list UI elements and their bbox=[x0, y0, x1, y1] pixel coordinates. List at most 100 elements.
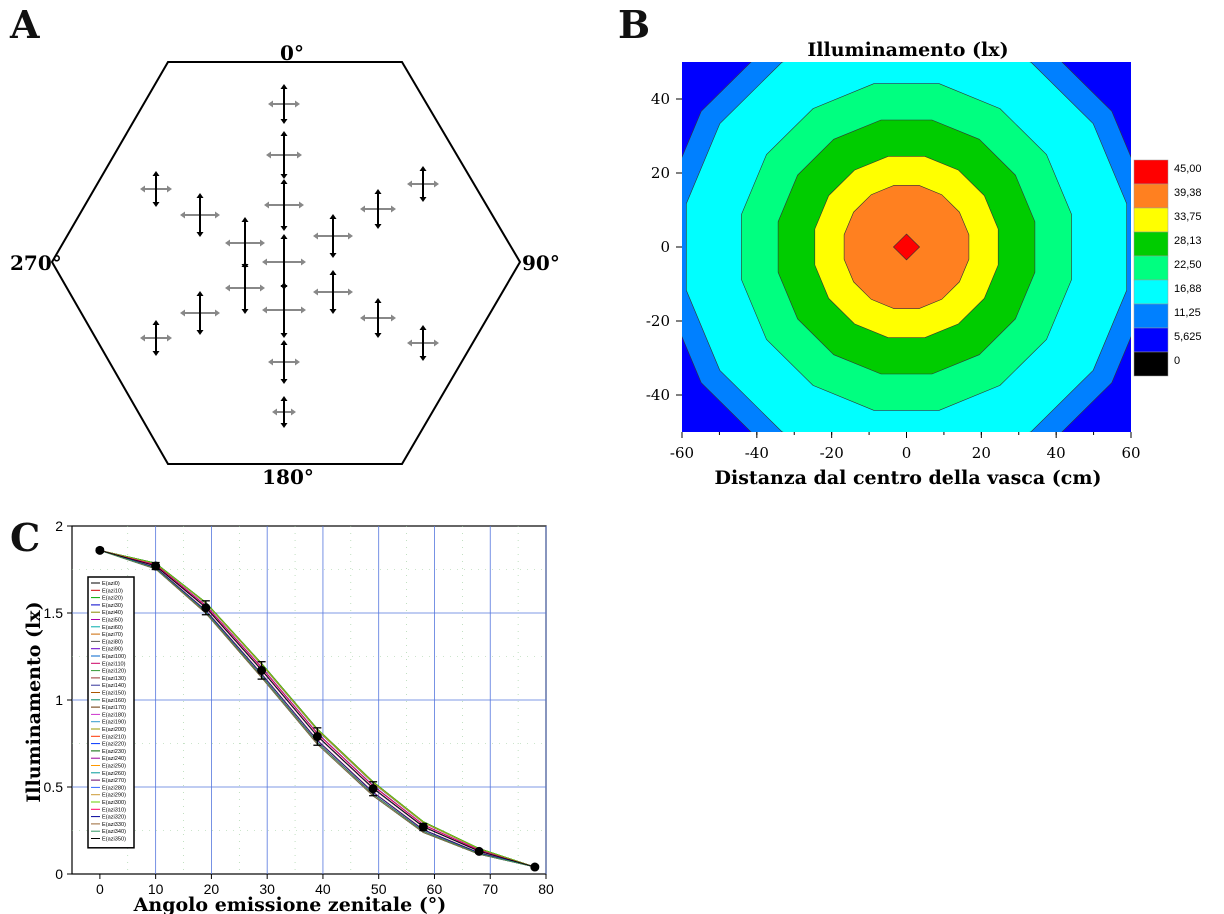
chart-b-ytick-label: 20 bbox=[651, 164, 670, 182]
legend-label: 45,00 bbox=[1174, 163, 1202, 175]
chart-c-legend-entry: E(azi170) bbox=[102, 705, 126, 711]
chart-c-xtick-label: 80 bbox=[538, 881, 554, 897]
direction-label-bottom: 180° bbox=[262, 465, 314, 489]
chart-c-xtick-label: 20 bbox=[204, 881, 220, 897]
chart-c-legend-entry: E(azi230) bbox=[102, 749, 126, 755]
double-arrow-marker bbox=[144, 175, 168, 203]
double-arrow-marker bbox=[364, 193, 392, 225]
chart-b-axes: -60 -40 -20 0 20 40 60 40 20 0 -20 -40 bbox=[646, 90, 1141, 462]
chart-c-legend-entry: E(azi90) bbox=[102, 647, 123, 653]
chart-c-legend-entry: E(azi210) bbox=[102, 734, 126, 740]
chart-c-legend-entry: E(azi140) bbox=[102, 683, 126, 689]
double-arrow-marker bbox=[229, 221, 261, 265]
chart-c-legend-entry: E(azi20) bbox=[102, 596, 123, 602]
double-arrow-marker bbox=[272, 344, 296, 380]
panel-a-diagram: 0° 90° 180° 270° bbox=[10, 41, 560, 489]
chart-b-ytick-label: -40 bbox=[646, 386, 670, 404]
chart-c-legend-entry: E(azi310) bbox=[102, 807, 126, 813]
chart-c-legend-entry: E(azi190) bbox=[102, 720, 126, 726]
chart-c-legend-entry: E(azi0) bbox=[102, 581, 120, 587]
legend-swatch bbox=[1133, 303, 1169, 329]
mean-point bbox=[257, 661, 267, 680]
chart-c-legend-entry: E(azi70) bbox=[102, 632, 123, 638]
chart-c-ytick-label: 1 bbox=[55, 692, 63, 708]
direction-label-left: 270° bbox=[10, 251, 62, 275]
mean-point bbox=[151, 561, 161, 571]
chart-c-legend-entry: E(azi260) bbox=[102, 771, 126, 777]
chart-b-ytick-label: 0 bbox=[660, 238, 670, 256]
chart-c-legend-entry: E(azi50) bbox=[102, 618, 123, 624]
chart-c-xtick-label: 10 bbox=[148, 881, 164, 897]
chart-c-legend-entry: E(azi80) bbox=[102, 639, 123, 645]
chart-c-xtick-label: 60 bbox=[427, 881, 443, 897]
legend-label: 11,25 bbox=[1174, 307, 1201, 319]
chart-c-xtick-label: 0 bbox=[96, 881, 104, 897]
chart-c-legend-entry: E(azi340) bbox=[102, 829, 126, 835]
legend-label: 28,13 bbox=[1174, 235, 1202, 247]
chart-c-legend-entry: E(azi280) bbox=[102, 785, 126, 791]
direction-label-top: 0° bbox=[280, 41, 304, 65]
chart-c-legend-entry: E(azi60) bbox=[102, 625, 123, 631]
double-arrow-marker bbox=[268, 183, 300, 227]
chart-c-legend-entry: E(azi40) bbox=[102, 610, 123, 616]
chart-c-legend-entry: E(azi120) bbox=[102, 669, 126, 675]
chart-c-ytick-label: 1.5 bbox=[44, 605, 64, 621]
chart-b-xtick-label: 40 bbox=[1047, 444, 1066, 462]
legend-swatch bbox=[1133, 183, 1169, 209]
chart-c-xtick-label: 30 bbox=[259, 881, 275, 897]
chart-c-legend-entry: E(azi10) bbox=[102, 588, 123, 594]
double-arrow-marker bbox=[411, 170, 435, 198]
chart-c-ytick-label: 0 bbox=[55, 866, 63, 882]
panel-c-line-chart: Illuminamento (lx) Angolo emissione zeni… bbox=[23, 518, 554, 914]
double-arrow-marker bbox=[184, 295, 216, 331]
chart-c-xlabel: Angolo emissione zenitale (°) bbox=[133, 894, 447, 914]
legend-swatch bbox=[1133, 207, 1169, 233]
legend-swatch bbox=[1133, 279, 1169, 305]
legend-swatch bbox=[1133, 327, 1169, 353]
double-arrow-marker bbox=[266, 286, 302, 334]
double-arrow-marker bbox=[144, 324, 168, 352]
chart-c-legend-entry: E(azi330) bbox=[102, 822, 126, 828]
chart-b-xtick-label: 60 bbox=[1121, 444, 1140, 462]
legend-swatch bbox=[1133, 351, 1169, 377]
chart-c-legend-entry: E(azi200) bbox=[102, 727, 126, 733]
chart-b-xtick-label: -40 bbox=[745, 444, 769, 462]
mean-point bbox=[95, 545, 105, 555]
legend-label: 0 bbox=[1174, 355, 1180, 367]
chart-c-legend-entry: E(azi180) bbox=[102, 712, 126, 718]
legend-label: 33,75 bbox=[1174, 211, 1202, 223]
chart-c-legend-entry: E(azi250) bbox=[102, 764, 126, 770]
contour-plot-area bbox=[682, 62, 1131, 432]
contour-level-7 bbox=[892, 233, 921, 261]
double-arrow-marker bbox=[229, 266, 261, 310]
panel-letter-c: C bbox=[10, 515, 41, 560]
chart-c-ylabel: Illuminamento (lx) bbox=[23, 601, 45, 802]
chart-b-ytick-label: 40 bbox=[651, 90, 670, 108]
chart-b-xtick-label: -60 bbox=[670, 444, 694, 462]
double-arrow-marker bbox=[364, 302, 392, 334]
double-arrow-marker bbox=[317, 274, 349, 310]
chart-c-legend-entry: E(azi220) bbox=[102, 742, 126, 748]
chart-c-legend-entry: E(azi110) bbox=[102, 661, 126, 667]
chart-c-legend-entry: E(azi150) bbox=[102, 691, 126, 697]
double-arrow-marker bbox=[276, 400, 292, 424]
chart-b-xtick-label: 20 bbox=[972, 444, 991, 462]
direction-label-right: 90° bbox=[522, 251, 560, 275]
panel-letter-b: B bbox=[618, 2, 651, 47]
chart-c-legend-entry: E(azi240) bbox=[102, 756, 126, 762]
double-arrow-marker bbox=[411, 329, 435, 357]
panel-b-contour-chart: Illuminamento (lx) -60 -40 -20 0 20 40 60 40 20 0… bbox=[646, 39, 1202, 489]
legend-swatch bbox=[1133, 159, 1169, 185]
chart-c-xtick-label: 40 bbox=[315, 881, 331, 897]
chart-c-legend-entry: E(azi160) bbox=[102, 698, 126, 704]
double-arrow-marker bbox=[266, 238, 302, 286]
legend-label: 22,50 bbox=[1174, 259, 1202, 271]
chart-b-xtick-label: 0 bbox=[902, 444, 912, 462]
chart-b-color-legend: 45,00 39,38 33,75 28,13 22,50 16,88 11,25 5,625… bbox=[1133, 159, 1202, 377]
chart-b-xlabel: Distanza dal centro della vasca (cm) bbox=[715, 467, 1102, 489]
mean-point bbox=[201, 600, 211, 616]
legend-label: 16,88 bbox=[1174, 283, 1202, 295]
mean-point bbox=[474, 846, 484, 856]
legend-label: 5,625 bbox=[1174, 331, 1202, 343]
hexagon-outline bbox=[50, 61, 522, 465]
